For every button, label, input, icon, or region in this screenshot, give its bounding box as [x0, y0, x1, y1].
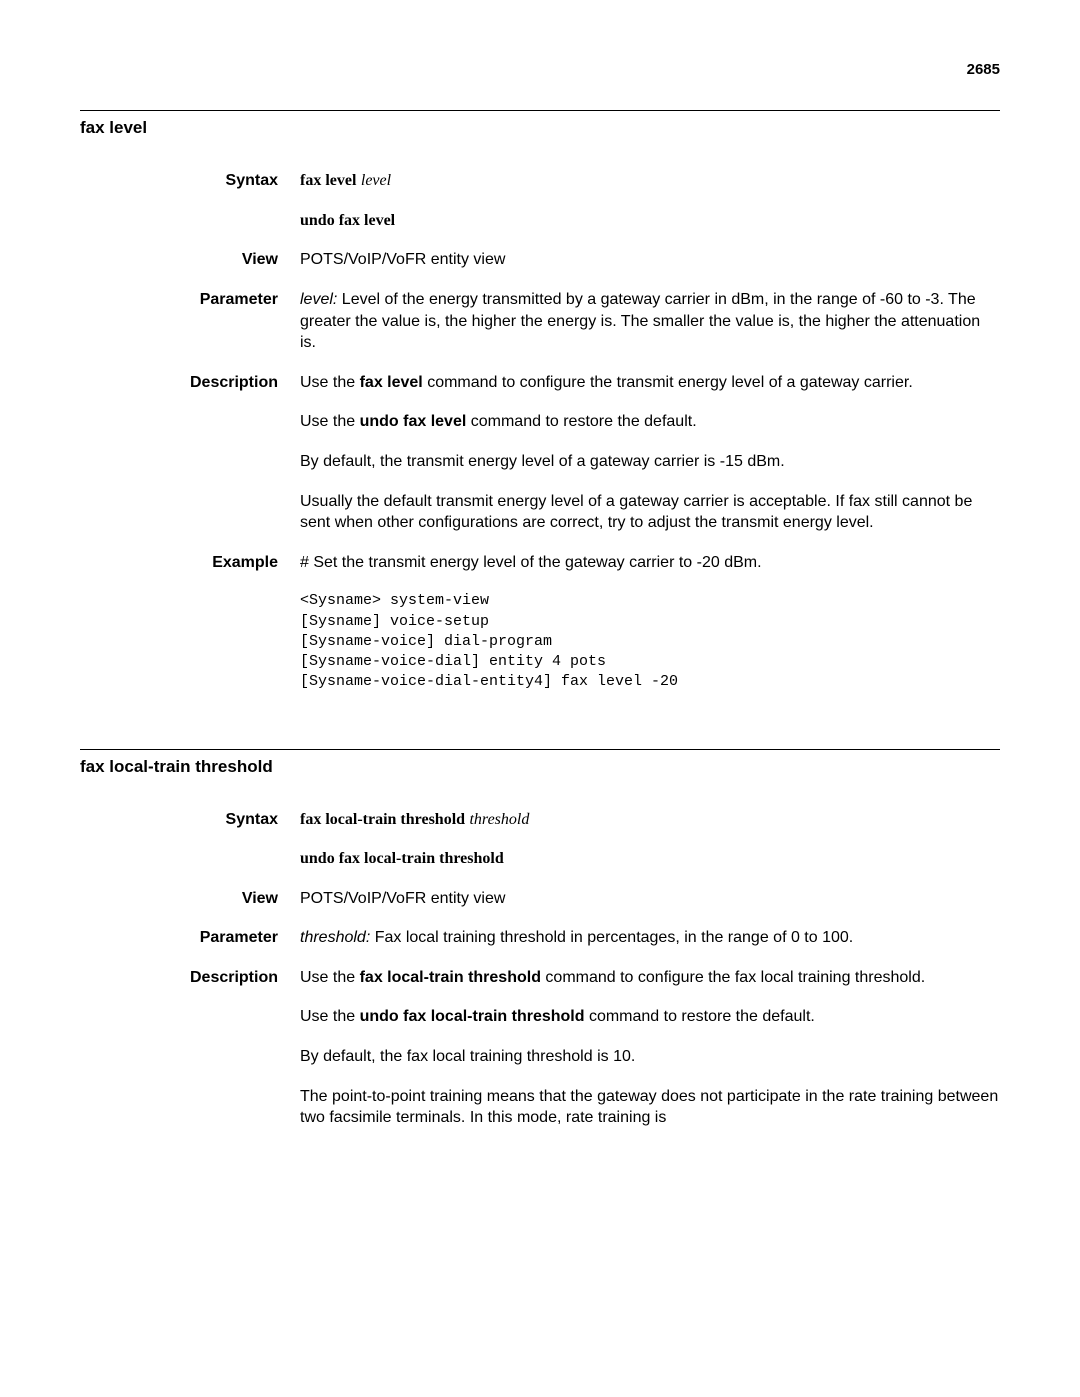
desc-p2-pre: Use the: [300, 1008, 360, 1025]
desc-p2-post: command to restore the default.: [585, 1008, 815, 1025]
label-view: View: [80, 888, 300, 910]
param-text: Level of the energy transmitted by a gat…: [300, 291, 980, 351]
desc-p1-post: command to configure the transmit energy…: [423, 374, 913, 391]
parameter-row: Parameter level: Level of the energy tra…: [80, 289, 1000, 354]
param-name: level:: [300, 291, 337, 308]
desc-p1-pre: Use the: [300, 374, 360, 391]
syntax-content: fax local-train threshold threshold undo…: [300, 809, 1000, 870]
desc-p1-pre: Use the: [300, 969, 360, 986]
syntax-undo-cmd: undo fax level: [300, 212, 395, 229]
desc-p3: By default, the fax local training thres…: [300, 1046, 1000, 1068]
desc-p2-post: command to restore the default.: [466, 413, 696, 430]
syntax-row: Syntax fax local-train threshold thresho…: [80, 809, 1000, 870]
view-text: POTS/VoIP/VoFR entity view: [300, 888, 1000, 910]
desc-p4: Usually the default transmit energy leve…: [300, 491, 1000, 534]
example-intro: # Set the transmit energy level of the g…: [300, 552, 1000, 574]
desc-p2-bold: undo fax level: [360, 413, 467, 430]
desc-p1-bold: fax local-train threshold: [360, 969, 541, 986]
param-name: threshold:: [300, 929, 370, 946]
description-row: Description Use the fax level command to…: [80, 372, 1000, 534]
label-description: Description: [80, 372, 300, 394]
view-content: POTS/VoIP/VoFR entity view: [300, 249, 1000, 271]
desc-p1-bold: fax level: [360, 374, 423, 391]
example-row: Example # Set the transmit energy level …: [80, 552, 1000, 693]
desc-p3: By default, the transmit energy level of…: [300, 451, 1000, 473]
description-content: Use the fax level command to configure t…: [300, 372, 1000, 534]
section-title-fax-local-train: fax local-train threshold: [80, 756, 1000, 779]
section-rule: [80, 749, 1000, 750]
section-rule: [80, 110, 1000, 111]
desc-p2-bold: undo fax local-train threshold: [360, 1008, 585, 1025]
label-syntax: Syntax: [80, 170, 300, 192]
syntax-arg: level: [361, 172, 391, 189]
view-content: POTS/VoIP/VoFR entity view: [300, 888, 1000, 910]
description-row: Description Use the fax local-train thre…: [80, 967, 1000, 1129]
parameter-content: level: Level of the energy transmitted b…: [300, 289, 1000, 354]
description-content: Use the fax local-train threshold comman…: [300, 967, 1000, 1129]
syntax-arg: threshold: [469, 811, 529, 828]
syntax-cmd: fax local-train threshold: [300, 811, 465, 828]
parameter-content: threshold: Fax local training threshold …: [300, 927, 1000, 949]
example-code: <Sysname> system-view [Sysname] voice-se…: [300, 591, 1000, 692]
desc-p1-post: command to configure the fax local train…: [541, 969, 925, 986]
example-content: # Set the transmit energy level of the g…: [300, 552, 1000, 693]
syntax-undo-cmd: undo fax local-train threshold: [300, 850, 504, 867]
label-description: Description: [80, 967, 300, 989]
view-text: POTS/VoIP/VoFR entity view: [300, 249, 1000, 271]
desc-p4: The point-to-point training means that t…: [300, 1086, 1000, 1129]
syntax-cmd: fax level: [300, 172, 356, 189]
view-row: View POTS/VoIP/VoFR entity view: [80, 888, 1000, 910]
syntax-row: Syntax fax level level undo fax level: [80, 170, 1000, 231]
syntax-content: fax level level undo fax level: [300, 170, 1000, 231]
label-view: View: [80, 249, 300, 271]
label-syntax: Syntax: [80, 809, 300, 831]
param-text: Fax local training threshold in percenta…: [370, 929, 853, 946]
desc-p2-pre: Use the: [300, 413, 360, 430]
view-row: View POTS/VoIP/VoFR entity view: [80, 249, 1000, 271]
label-example: Example: [80, 552, 300, 574]
label-parameter: Parameter: [80, 289, 300, 311]
label-parameter: Parameter: [80, 927, 300, 949]
parameter-row: Parameter threshold: Fax local training …: [80, 927, 1000, 949]
section-title-fax-level: fax level: [80, 117, 1000, 140]
page-number: 2685: [80, 60, 1000, 80]
